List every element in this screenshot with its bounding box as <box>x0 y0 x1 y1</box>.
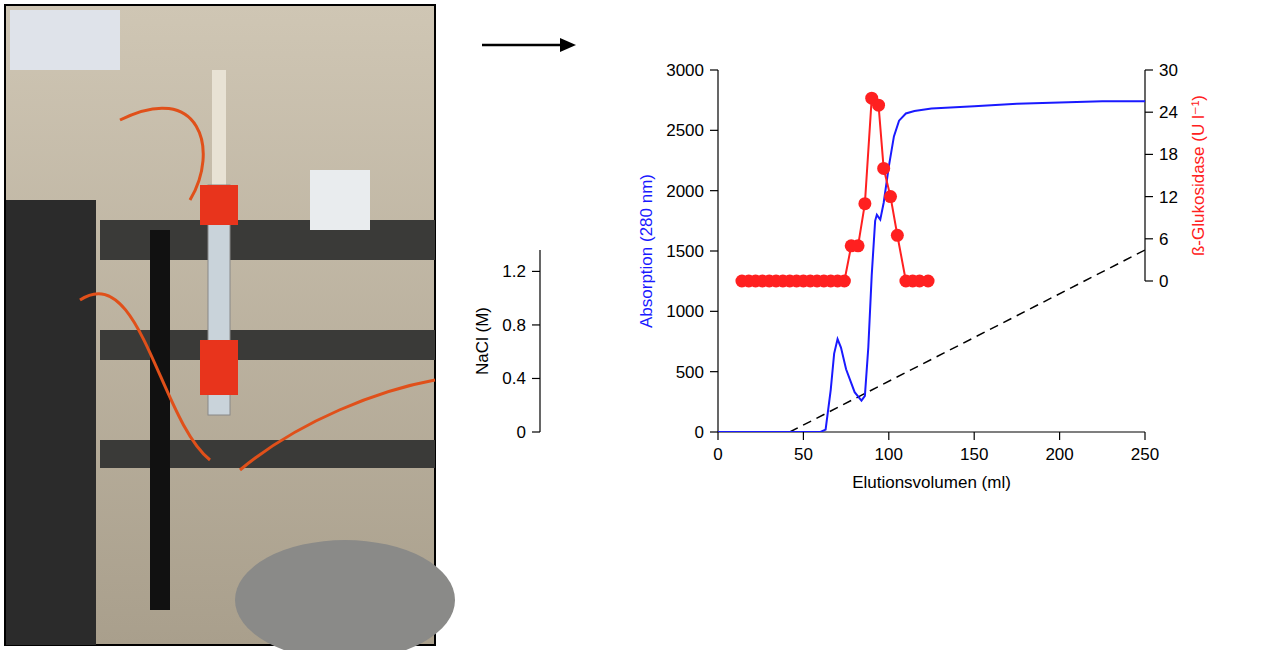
y-tick-label: 2000 <box>666 182 704 201</box>
y2-tick <box>1145 196 1153 197</box>
photo-collector <box>235 540 455 650</box>
series-marker <box>858 197 871 210</box>
y3-tick-label: 0.4 <box>502 369 526 388</box>
x-tick-label: 250 <box>1131 445 1159 464</box>
y2-tick-label: 6 <box>1159 230 1168 249</box>
x-tick <box>888 432 889 440</box>
x-tick-label: 200 <box>1045 445 1073 464</box>
y-axis-title: Absorption (280 nm) <box>637 174 656 328</box>
x-tick <box>1144 432 1145 440</box>
y2-tick <box>1145 112 1153 113</box>
x-tick <box>1059 432 1060 440</box>
series-marker <box>891 229 904 242</box>
series-line <box>790 250 1145 432</box>
y-tick <box>710 69 718 70</box>
y-tick-label: 1000 <box>666 302 704 321</box>
plot-data <box>718 92 1145 432</box>
y-tick-label: 3000 <box>666 61 704 80</box>
y2-tick-label: 0 <box>1159 272 1168 291</box>
y2-tick-label: 18 <box>1159 145 1178 164</box>
y2-tick-label: 12 <box>1159 188 1178 207</box>
photo-fitting <box>200 185 238 225</box>
y-tick <box>710 250 718 251</box>
series-marker <box>884 190 897 203</box>
series-line <box>742 98 928 281</box>
photo-poster <box>10 10 120 70</box>
y2-tick-label: 24 <box>1159 103 1178 122</box>
y-tick <box>710 190 718 191</box>
y2-tick <box>1145 238 1153 239</box>
x-tick-label: 150 <box>960 445 988 464</box>
series-marker <box>877 162 890 175</box>
y-tick-label: 1500 <box>666 242 704 261</box>
y2-tick <box>1145 69 1153 70</box>
arrow <box>482 44 562 47</box>
figure: 0 50 100 150 200 250 Elutionsvolumen (ml) 0 500 1… <box>0 0 1271 650</box>
y2-tick-label: 30 <box>1159 61 1178 80</box>
y-tick <box>710 311 718 312</box>
y3-tick <box>532 324 540 325</box>
y-tick-label: 2500 <box>666 121 704 140</box>
y3-tick <box>532 271 540 272</box>
y3-tick-label: 0.8 <box>502 316 526 335</box>
y3-axis-title: NaCl (M) <box>473 307 492 375</box>
photo-tubing <box>80 108 435 470</box>
y2-axis-title: ß-Glukosidase (U l⁻¹) <box>1189 95 1208 256</box>
photo <box>5 5 455 650</box>
arrow-head <box>560 38 576 52</box>
photo-reservoir <box>212 70 226 190</box>
x-tick-label: 50 <box>794 445 813 464</box>
axes: 0 50 100 150 200 250 Elutionsvolumen (ml) 0 500 1… <box>473 61 1208 492</box>
y-tick <box>710 431 718 432</box>
x-tick <box>803 432 804 440</box>
x-axis-title: Elutionsvolumen (ml) <box>852 473 1011 492</box>
y3-axis-line <box>539 250 540 432</box>
y3-tick-label: 1.2 <box>502 262 526 281</box>
series-line <box>718 101 1145 432</box>
y3-tick <box>532 378 540 379</box>
y-tick <box>710 130 718 131</box>
photo-bottle <box>310 170 370 230</box>
y-tick <box>710 371 718 372</box>
x-tick-label: 100 <box>875 445 903 464</box>
x-tick-label: 0 <box>713 445 722 464</box>
x-tick <box>717 432 718 440</box>
y-tick-label: 0 <box>695 423 704 442</box>
photo-fitting <box>200 340 238 395</box>
x-tick <box>974 432 975 440</box>
y-tick-label: 500 <box>676 363 704 382</box>
series-marker <box>838 275 851 288</box>
y3-tick <box>532 431 540 432</box>
series-marker <box>922 275 935 288</box>
y2-tick <box>1145 154 1153 155</box>
y3-tick-label: 0 <box>517 423 526 442</box>
series-marker <box>852 239 865 252</box>
photo-instrument <box>6 200 96 645</box>
y2-tick <box>1145 280 1153 281</box>
photo-column <box>150 230 170 610</box>
series-marker <box>872 99 885 112</box>
